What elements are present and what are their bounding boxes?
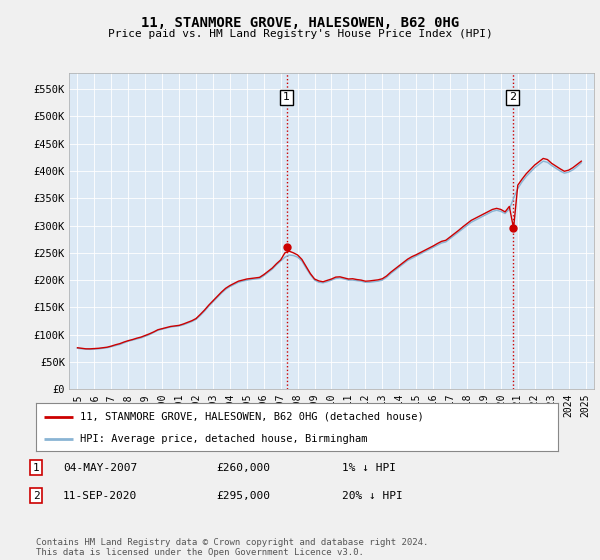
Text: Price paid vs. HM Land Registry's House Price Index (HPI): Price paid vs. HM Land Registry's House … <box>107 29 493 39</box>
Text: 20% ↓ HPI: 20% ↓ HPI <box>342 491 403 501</box>
Text: 1% ↓ HPI: 1% ↓ HPI <box>342 463 396 473</box>
Text: 04-MAY-2007: 04-MAY-2007 <box>63 463 137 473</box>
Text: 1: 1 <box>283 92 290 102</box>
Text: HPI: Average price, detached house, Birmingham: HPI: Average price, detached house, Birm… <box>80 434 368 444</box>
Text: 2: 2 <box>32 491 40 501</box>
Text: 11, STANMORE GROVE, HALESOWEN, B62 0HG: 11, STANMORE GROVE, HALESOWEN, B62 0HG <box>141 16 459 30</box>
Text: 11-SEP-2020: 11-SEP-2020 <box>63 491 137 501</box>
Text: £260,000: £260,000 <box>216 463 270 473</box>
Text: 1: 1 <box>32 463 40 473</box>
Text: 2: 2 <box>509 92 516 102</box>
Text: 11, STANMORE GROVE, HALESOWEN, B62 0HG (detached house): 11, STANMORE GROVE, HALESOWEN, B62 0HG (… <box>80 412 424 422</box>
Text: Contains HM Land Registry data © Crown copyright and database right 2024.
This d: Contains HM Land Registry data © Crown c… <box>36 538 428 557</box>
Text: £295,000: £295,000 <box>216 491 270 501</box>
